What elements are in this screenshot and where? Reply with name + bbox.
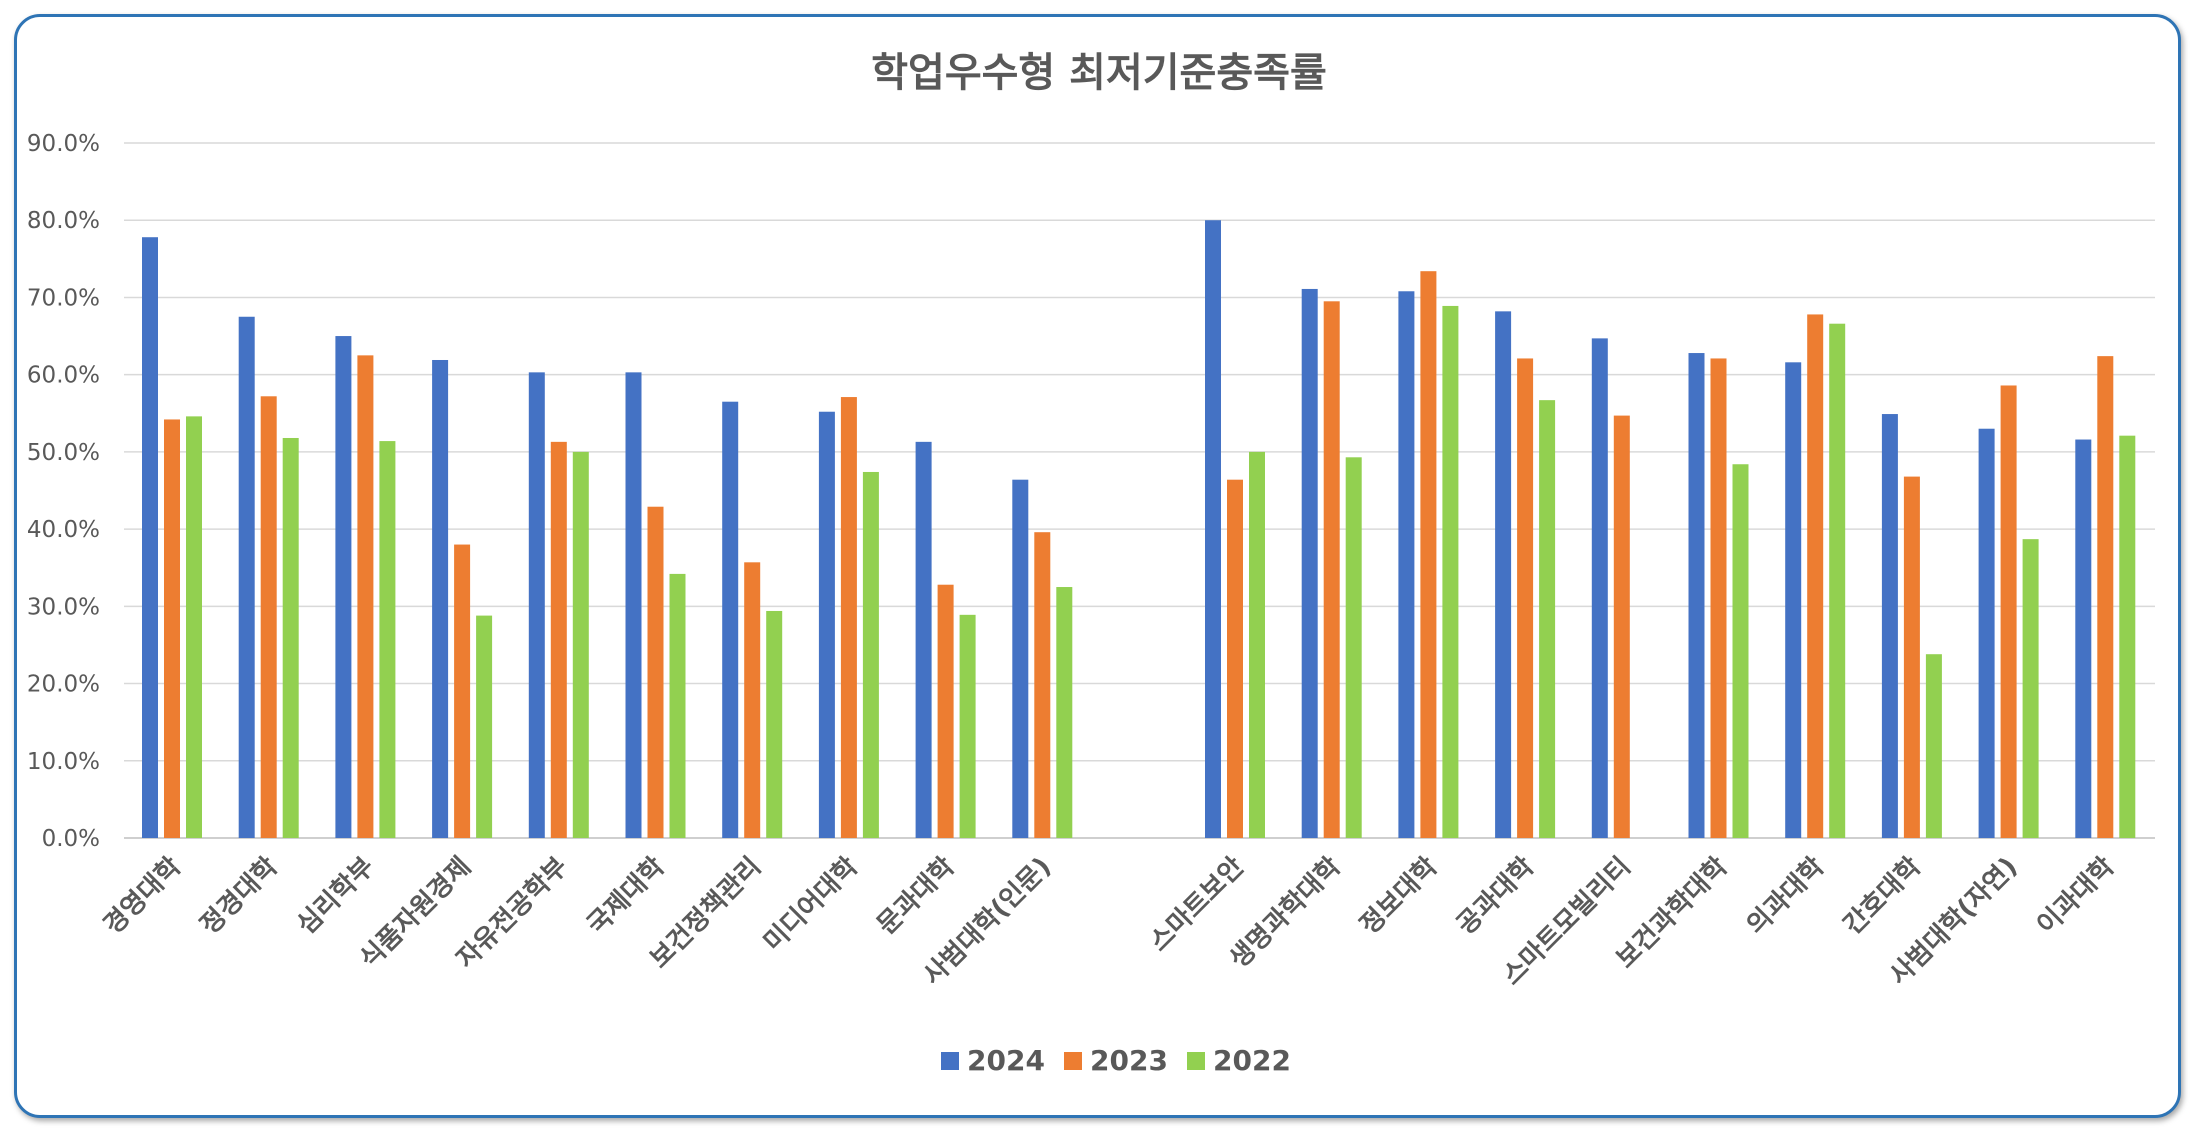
bar-2024-정보대학 [1398, 291, 1415, 838]
x-tick-label: 간호대학 [1838, 852, 1927, 941]
bar-2024-생명과학대학 [1301, 288, 1318, 838]
bar-2023-경영대학 [164, 419, 180, 838]
bar-2023-의과대학 [1807, 314, 1824, 838]
y-tick-label: 20.0% [27, 672, 100, 698]
bar-2023-사범대학(인문) [1034, 532, 1051, 838]
bar-2022-국제대학 [669, 573, 686, 838]
bar-2023-사범대학(자연) [2000, 385, 2017, 838]
bar-2024-식품자원경제 [432, 359, 449, 838]
y-tick-label: 10.0% [27, 749, 100, 775]
bar-2024-의과대학 [1785, 362, 1802, 838]
gridlines [124, 142, 2155, 839]
x-tick-label: 경영대학 [98, 852, 187, 941]
y-tick-label: 80.0% [27, 208, 100, 234]
bar-2023-공과대학 [1517, 358, 1534, 838]
bar-2022-간호대학 [1925, 654, 1942, 838]
bar-2024-심리학부 [335, 336, 352, 838]
legend: 2024 2023 2022 [941, 1044, 1291, 1077]
bar-2022-경영대학 [186, 416, 202, 838]
bar-2022-의과대학 [1829, 323, 1846, 838]
bar-2022-정경대학 [282, 437, 299, 838]
bar-2022-미디어대학 [862, 471, 879, 838]
bar-2022-심리학부 [379, 441, 396, 838]
y-tick-label: 50.0% [27, 440, 100, 466]
bar-2023-간호대학 [1903, 476, 1920, 838]
bars [142, 220, 2136, 838]
x-tick-label: 국제대학 [582, 852, 671, 941]
bar-2023-정경대학 [260, 396, 277, 838]
y-tick-label: 0.0% [42, 826, 100, 852]
bar-2022-공과대학 [1539, 400, 1556, 838]
bar-2024-미디어대학 [818, 411, 835, 838]
y-axis-ticks: 0.0% 10.0% 20.0% 30.0% 40.0% 50.0% 60.0% 70.0% 8… [27, 131, 100, 852]
legend-label-2023: 2023 [1090, 1044, 1168, 1077]
y-tick-label: 90.0% [27, 131, 100, 157]
legend-swatch-2023 [1064, 1052, 1082, 1070]
bar-2022-보건정책관리 [766, 610, 783, 838]
bar-2023-국제대학 [647, 506, 664, 838]
x-tick-label: 이과대학 [2031, 852, 2120, 941]
bar-2022-사범대학(자연) [2022, 539, 2039, 838]
bar-2023-문과대학 [937, 584, 954, 838]
bar-2024-공과대학 [1495, 311, 1512, 838]
chart-title: 학업우수형 최저기준충족률 [871, 50, 1327, 96]
bar-2024-스마트모빌리티 [1591, 338, 1608, 838]
bar-2023-미디어대학 [840, 397, 857, 838]
x-tick-label: 의과대학 [1741, 852, 1830, 941]
x-tick-label: 미디어대학 [758, 852, 864, 958]
bar-2023-식품자원경제 [454, 544, 471, 838]
bar-2024-이과대학 [2075, 439, 2092, 838]
bar-2024-문과대학 [915, 441, 932, 838]
x-tick-label: 문과대학 [872, 852, 961, 941]
bar-2023-보건정책관리 [744, 562, 761, 838]
bar-2023-스마트모빌리티 [1613, 415, 1630, 838]
y-tick-label: 70.0% [27, 285, 100, 311]
x-tick-label: 정경대학 [195, 852, 284, 941]
bar-2024-사범대학(인문) [1012, 479, 1029, 838]
bar-2023-이과대학 [2097, 356, 2114, 838]
bar-2022-생명과학대학 [1345, 457, 1362, 838]
y-tick-label: 30.0% [27, 594, 100, 620]
bar-2024-정경대학 [238, 316, 255, 838]
bar-2022-사범대학(인문) [1056, 587, 1073, 838]
x-tick-label: 공과대학 [1451, 852, 1540, 941]
bar-2022-이과대학 [2119, 435, 2136, 838]
bar-2023-보건과학대학 [1710, 358, 1727, 838]
bar-2023-정보대학 [1420, 271, 1437, 838]
legend-swatch-2022 [1187, 1052, 1205, 1070]
bar-2024-스마트보안 [1205, 220, 1221, 838]
bar-2024-간호대학 [1881, 414, 1898, 838]
bar-2022-문과대학 [959, 614, 976, 838]
bar-2022-스마트보안 [1249, 451, 1265, 838]
bar-2023-생명과학대학 [1323, 301, 1340, 838]
bar-2023-자유전공학부 [550, 441, 567, 838]
y-tick-label: 40.0% [27, 517, 100, 543]
bar-2024-자유전공학부 [528, 372, 545, 838]
legend-label-2024: 2024 [967, 1044, 1045, 1077]
bar-2023-심리학부 [357, 355, 374, 838]
bar-2024-국제대학 [625, 372, 642, 838]
bar-2022-자유전공학부 [572, 451, 589, 838]
bar-2022-정보대학 [1442, 305, 1459, 838]
bar-2024-경영대학 [142, 237, 158, 838]
bar-2024-보건정책관리 [722, 401, 739, 838]
bar-2023-스마트보안 [1227, 479, 1243, 838]
legend-label-2022: 2022 [1213, 1044, 1291, 1077]
bar-2024-사범대학(자연) [1978, 428, 1995, 838]
bar-2024-보건과학대학 [1688, 353, 1705, 838]
legend-swatch-2024 [941, 1052, 959, 1070]
bar-2022-식품자원경제 [476, 615, 493, 838]
y-tick-label: 60.0% [27, 363, 100, 389]
x-tick-label: 심리학부 [291, 852, 380, 941]
x-tick-label: 정보대학 [1354, 852, 1443, 941]
x-tick-label: 스마트보안 [1144, 852, 1250, 958]
bar-2022-보건과학대학 [1732, 464, 1749, 838]
